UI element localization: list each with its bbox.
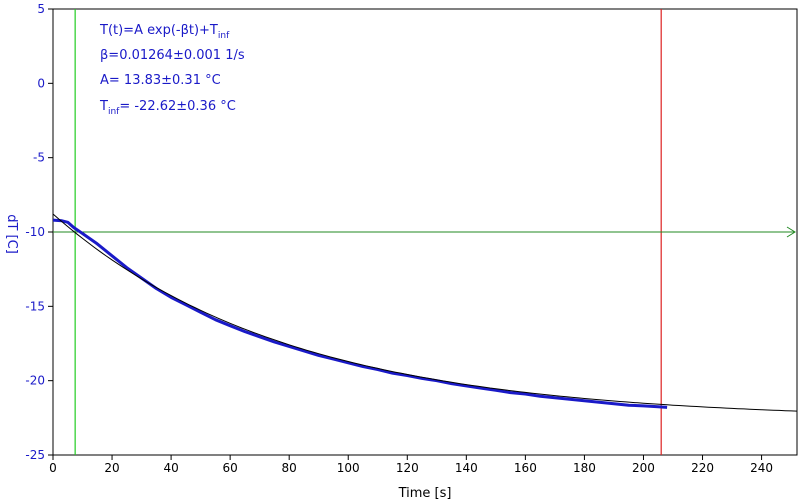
x-tick-label: 100 [337,461,360,475]
annotation-tinf: Tinf= -22.62±0.36 °C [99,99,236,117]
x-tick-label: 120 [396,461,419,475]
y-tick-label: -25 [25,448,45,462]
annotation-amplitude: A= 13.83±0.31 °C [100,73,221,88]
annotation-model: T(t)=A exp(-βt)+Tinf [99,23,230,41]
x-tick-label: 60 [223,461,238,475]
x-tick-label: 200 [632,461,655,475]
y-tick-label: -15 [25,299,45,313]
y-axis-label: dT [C] [4,214,19,254]
y-tick-label: -5 [33,151,45,165]
x-tick-label: 220 [691,461,714,475]
annotation-beta: β=0.01264±0.001 1/s [100,48,245,63]
fit-curve-line [52,213,798,412]
x-tick-label: 180 [573,461,596,475]
x-tick-label: 80 [282,461,297,475]
x-tick-label: 20 [104,461,119,475]
x-tick-label: 140 [455,461,478,475]
x-tick-label: 40 [163,461,178,475]
measured-series-line [52,218,668,409]
x-axis-label: Time [s] [398,486,452,501]
x-tick-label: 160 [514,461,537,475]
x-tick-label: 240 [750,461,773,475]
x-tick-label: 0 [49,461,57,475]
y-tick-label: -20 [25,374,45,388]
y-tick-label: 5 [37,2,45,16]
y-tick-label: -10 [25,225,45,239]
y-tick-label: 0 [37,76,45,90]
reference-arrow [786,226,796,238]
annotation-box: T(t)=A exp(-βt)+Tinf β=0.01264±0.001 1/s… [99,23,245,117]
